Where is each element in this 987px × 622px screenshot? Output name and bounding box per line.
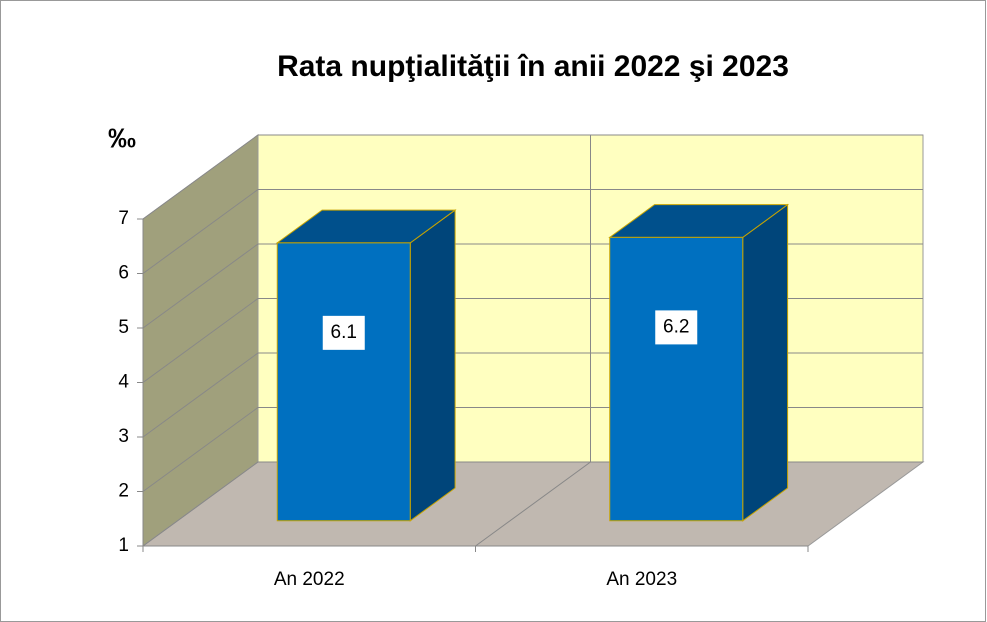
- data-label: 6.1: [331, 322, 357, 343]
- category-divider: [475, 135, 591, 547]
- y-tick-label: 2: [118, 481, 129, 502]
- bar-side: [742, 203, 789, 522]
- data-label-box: [322, 315, 365, 350]
- y-tick-label: 4: [118, 372, 129, 393]
- grid-line: [142, 189, 923, 274]
- bar: [609, 236, 744, 522]
- chart-title: Rata nupţialităţii în anii 2022 şi 2023: [277, 50, 789, 83]
- y-tick-label: 7: [118, 208, 129, 229]
- x-tick-label: An 2022: [274, 569, 345, 590]
- y-tick-label: 5: [118, 317, 129, 338]
- y-axis-label: ‰: [108, 122, 136, 153]
- bar-side: [409, 209, 456, 522]
- y-tick-label: 3: [118, 426, 129, 447]
- bar: [276, 242, 411, 522]
- data-label: 6.2: [663, 316, 689, 337]
- y-tick-label: 6: [118, 263, 129, 284]
- x-tick-label: An 2023: [606, 569, 677, 590]
- data-label-box: [655, 310, 698, 345]
- y-tick-label: 1: [118, 535, 129, 556]
- grid-line: [142, 134, 923, 220]
